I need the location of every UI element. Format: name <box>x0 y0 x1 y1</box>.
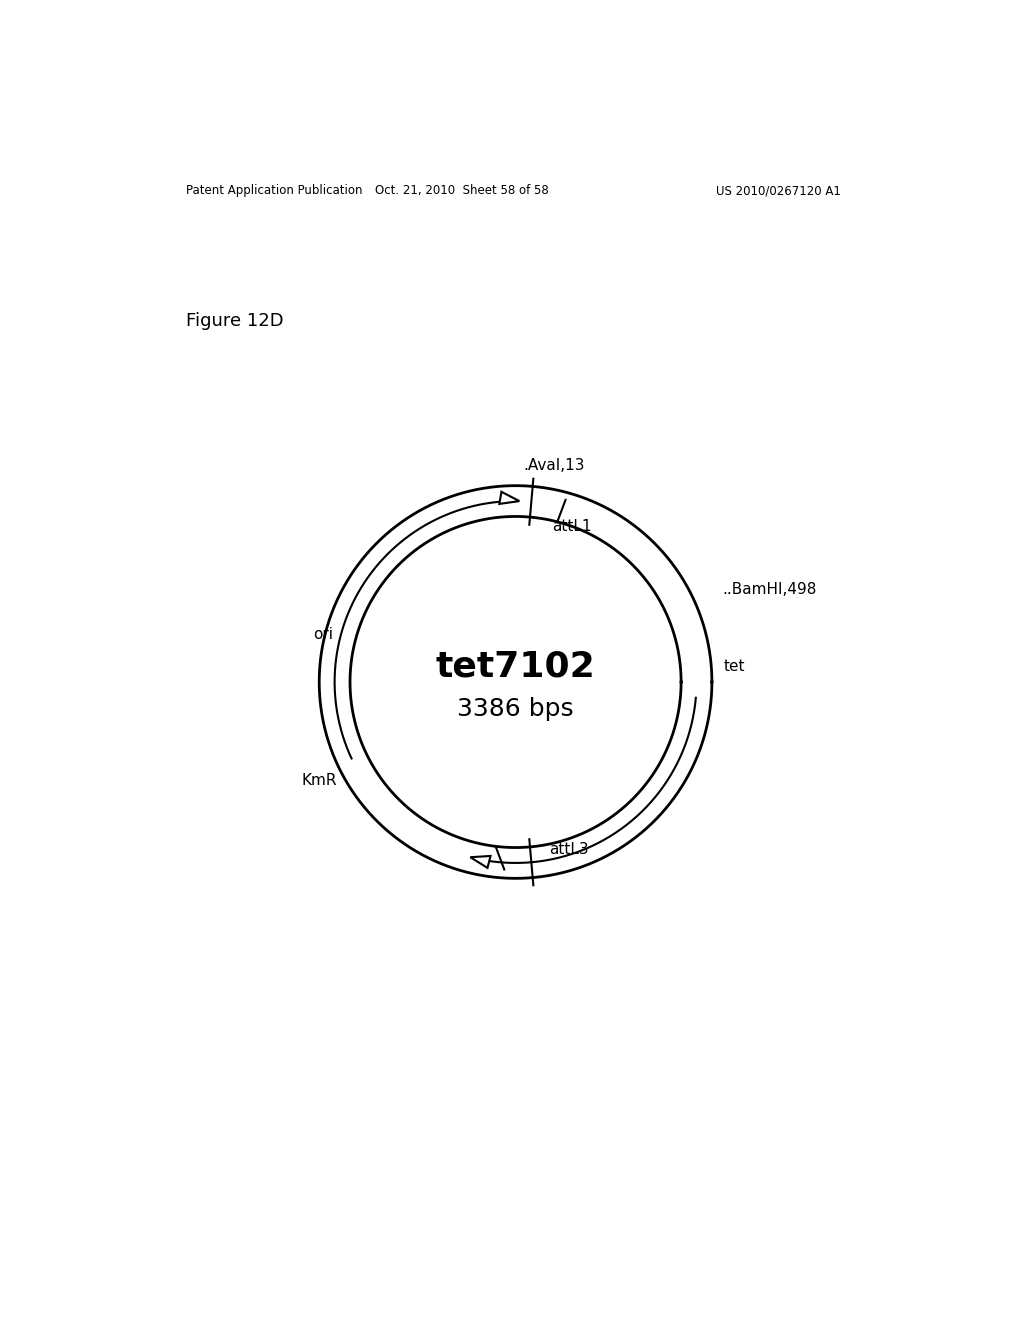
Text: ..BamHI,498: ..BamHI,498 <box>722 582 816 597</box>
Text: Oct. 21, 2010  Sheet 58 of 58: Oct. 21, 2010 Sheet 58 of 58 <box>375 185 549 197</box>
Text: .AvaI,13: .AvaI,13 <box>523 458 585 473</box>
Text: Figure 12D: Figure 12D <box>186 313 284 330</box>
Text: ori: ori <box>313 627 333 642</box>
Text: attL1: attL1 <box>553 519 592 533</box>
Text: Patent Application Publication: Patent Application Publication <box>186 185 362 197</box>
Text: 3386 bps: 3386 bps <box>458 697 573 721</box>
Polygon shape <box>319 486 712 878</box>
Text: US 2010/0267120 A1: US 2010/0267120 A1 <box>716 185 841 197</box>
Polygon shape <box>500 492 519 504</box>
Text: tet7102: tet7102 <box>435 649 595 684</box>
Text: attL3: attL3 <box>549 842 589 857</box>
Polygon shape <box>470 855 490 869</box>
Text: KmR: KmR <box>301 774 337 788</box>
Text: tet: tet <box>724 659 745 675</box>
